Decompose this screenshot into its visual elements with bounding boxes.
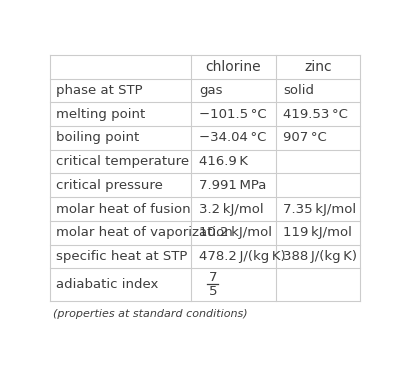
Text: (properties at standard conditions): (properties at standard conditions) [53,309,248,319]
Text: critical pressure: critical pressure [56,179,162,192]
Text: 7: 7 [208,271,217,284]
Text: −34.04 °C: −34.04 °C [199,132,266,144]
Text: molar heat of vaporization: molar heat of vaporization [56,226,232,239]
Text: adiabatic index: adiabatic index [56,278,158,291]
Text: specific heat at STP: specific heat at STP [56,250,187,263]
Text: 3.2 kJ/mol: 3.2 kJ/mol [199,202,264,216]
Text: −101.5 °C: −101.5 °C [199,108,266,121]
Text: 416.9 K: 416.9 K [199,155,248,168]
Text: zinc: zinc [304,60,332,74]
Text: 7.35 kJ/mol: 7.35 kJ/mol [284,202,356,216]
Text: 119 kJ/mol: 119 kJ/mol [284,226,352,239]
Text: 478.2 J/(kg K): 478.2 J/(kg K) [199,250,286,263]
Text: 7.991 MPa: 7.991 MPa [199,179,266,192]
Text: 388 J/(kg K): 388 J/(kg K) [284,250,358,263]
Text: chlorine: chlorine [206,60,261,74]
Text: 419.53 °C: 419.53 °C [284,108,348,121]
Text: phase at STP: phase at STP [56,84,142,97]
Text: molar heat of fusion: molar heat of fusion [56,202,190,216]
Text: critical temperature: critical temperature [56,155,189,168]
Text: melting point: melting point [56,108,145,121]
Text: 5: 5 [208,285,217,298]
Text: solid: solid [284,84,314,97]
Text: gas: gas [199,84,222,97]
Text: 907 °C: 907 °C [284,132,327,144]
Text: boiling point: boiling point [56,132,139,144]
Text: 10.2 kJ/mol: 10.2 kJ/mol [199,226,272,239]
